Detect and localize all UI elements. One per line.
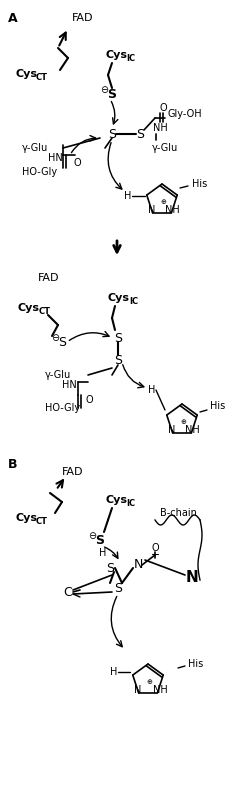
Text: H: H <box>148 385 156 395</box>
Text: IC: IC <box>126 53 135 62</box>
Text: FAD: FAD <box>62 467 83 477</box>
Text: HN: HN <box>48 153 63 163</box>
Text: Cys: Cys <box>108 293 130 303</box>
Text: NH: NH <box>165 205 179 215</box>
Text: N: N <box>134 685 142 695</box>
Text: B-chain: B-chain <box>160 508 197 518</box>
Text: S: S <box>107 88 117 100</box>
Text: CT: CT <box>36 73 48 81</box>
Text: His: His <box>210 401 225 411</box>
Text: CT: CT <box>36 516 48 525</box>
Text: O: O <box>73 158 81 168</box>
Text: ⊕: ⊕ <box>180 419 186 425</box>
Text: His: His <box>192 179 207 189</box>
Text: γ-Glu: γ-Glu <box>22 143 48 153</box>
Text: HO-Gly: HO-Gly <box>22 167 57 177</box>
Text: S: S <box>114 332 122 344</box>
Text: S: S <box>95 533 105 547</box>
Text: H: H <box>124 191 132 201</box>
Text: CT: CT <box>39 307 51 316</box>
Text: S: S <box>114 354 122 367</box>
Text: HN: HN <box>62 380 77 390</box>
Text: ⊖: ⊖ <box>100 85 108 95</box>
Text: HO-Gly: HO-Gly <box>45 403 80 413</box>
Text: O: O <box>86 395 94 405</box>
Text: ⊕: ⊕ <box>160 199 166 205</box>
Text: N: N <box>186 571 198 586</box>
Text: γ-Glu: γ-Glu <box>152 143 178 153</box>
Text: ⊕: ⊕ <box>146 679 152 685</box>
Text: Cys: Cys <box>18 303 40 313</box>
Text: N: N <box>148 205 156 215</box>
Text: Gly-OH: Gly-OH <box>167 109 202 119</box>
Text: FAD: FAD <box>72 13 94 23</box>
Text: IC: IC <box>129 296 138 305</box>
Text: γ-Glu: γ-Glu <box>45 370 71 380</box>
Text: O: O <box>151 543 159 553</box>
Text: S: S <box>58 336 66 348</box>
Text: Cys: Cys <box>15 513 37 523</box>
Text: S: S <box>106 562 114 575</box>
Text: FAD: FAD <box>38 273 59 283</box>
Text: H: H <box>99 548 107 558</box>
Text: NH: NH <box>153 123 168 133</box>
Text: O: O <box>160 103 168 113</box>
Text: ⊖: ⊖ <box>51 333 59 343</box>
Text: NH: NH <box>153 685 167 695</box>
Text: IC: IC <box>126 498 135 508</box>
Text: ⊖: ⊖ <box>88 531 96 541</box>
Text: Cys: Cys <box>105 495 127 505</box>
Text: H: H <box>110 667 118 677</box>
Text: N: N <box>133 559 143 571</box>
Text: N: N <box>168 425 176 435</box>
Text: S: S <box>114 582 122 595</box>
Text: Cys: Cys <box>15 69 37 79</box>
Text: S: S <box>108 128 116 140</box>
Text: Cys: Cys <box>105 50 127 60</box>
Text: S: S <box>136 128 144 140</box>
Text: C: C <box>64 586 72 599</box>
Text: His: His <box>188 659 203 669</box>
Text: B: B <box>8 458 17 471</box>
Text: A: A <box>8 12 18 25</box>
Text: NH: NH <box>185 425 199 435</box>
